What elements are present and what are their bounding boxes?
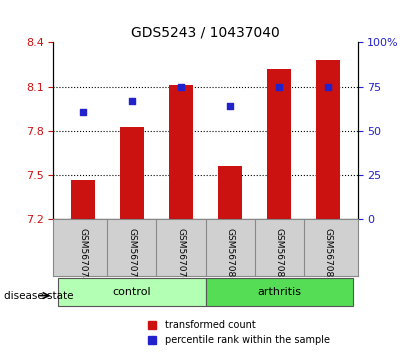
- Point: [129, 98, 135, 104]
- Text: GSM567074: GSM567074: [79, 228, 88, 283]
- Point: [178, 84, 184, 90]
- Title: GDS5243 / 10437040: GDS5243 / 10437040: [131, 26, 280, 40]
- Bar: [316, 60, 340, 219]
- Point: [325, 84, 331, 90]
- Text: GSM567076: GSM567076: [176, 228, 185, 283]
- Point: [227, 103, 233, 109]
- Text: GSM567080: GSM567080: [226, 228, 235, 283]
- FancyBboxPatch shape: [206, 278, 353, 306]
- Legend: transformed count, percentile rank within the sample: transformed count, percentile rank withi…: [143, 316, 333, 349]
- Text: GSM567081: GSM567081: [275, 228, 284, 283]
- Point: [276, 84, 282, 90]
- Bar: [169, 85, 193, 219]
- Text: arthritis: arthritis: [257, 287, 301, 297]
- Point: [80, 109, 86, 114]
- Text: GSM567082: GSM567082: [323, 228, 332, 283]
- Bar: [267, 69, 291, 219]
- FancyBboxPatch shape: [58, 278, 206, 306]
- Bar: [218, 166, 242, 219]
- Bar: [71, 180, 95, 219]
- Text: control: control: [113, 287, 151, 297]
- Text: disease state: disease state: [4, 291, 74, 301]
- Text: GSM567075: GSM567075: [127, 228, 136, 283]
- Bar: [120, 127, 144, 219]
